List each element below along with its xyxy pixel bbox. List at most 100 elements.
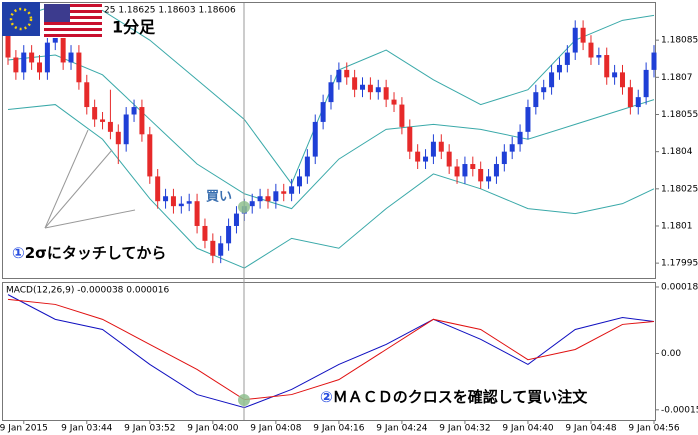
x-tick-label: 9 Jan 03:44 <box>61 424 113 434</box>
macd-line <box>7 298 655 401</box>
candle-body <box>131 107 137 115</box>
candle-body <box>375 87 381 93</box>
y-tick-label: 1.18025 <box>661 184 698 194</box>
candle-body <box>100 119 106 122</box>
candle-body <box>580 27 586 43</box>
y-tick-label: -0.000155 <box>661 405 698 415</box>
candle-body <box>651 52 657 70</box>
x-tick-label: 9 Jan 04:16 <box>313 424 365 434</box>
y-tick-label: 1.18055 <box>661 110 698 120</box>
candle-body <box>312 121 318 157</box>
candle-body <box>509 144 515 152</box>
candle-body <box>29 52 35 63</box>
candle-body <box>296 176 302 187</box>
candle-body <box>265 196 271 202</box>
candle-body <box>564 52 570 65</box>
y-tick-label: 1.1801 <box>661 221 693 231</box>
candle-body <box>635 97 641 108</box>
candle-body <box>643 69 649 98</box>
candle-body <box>619 72 625 88</box>
candle-body <box>92 107 98 120</box>
candle-body <box>163 196 169 202</box>
candle-body <box>139 107 145 135</box>
step2-marker: ② <box>320 388 333 406</box>
candle-body <box>612 72 618 78</box>
x-tick-label: 9 Jan 04:40 <box>502 424 554 434</box>
x-tick-label: 9 Jan 04:24 <box>376 424 428 434</box>
candle-body <box>44 42 50 73</box>
candle-body <box>170 196 176 207</box>
step2: ②ＭＡＣＤのクロスを確認して買い注文 <box>320 388 588 406</box>
candle-body <box>415 151 421 162</box>
price-panel <box>2 2 656 279</box>
candle-body <box>186 201 192 204</box>
x-tick-label: 9 Jan 04:00 <box>187 424 239 434</box>
y-tick-label: 1.1804 <box>661 147 693 157</box>
y-tick-label: 0.000183 <box>661 282 698 292</box>
candle-body <box>273 191 279 202</box>
step1-text: 2σにタッチしてから <box>25 244 167 262</box>
candle-body <box>257 196 263 202</box>
step1: ①2σにタッチしてから <box>12 244 166 262</box>
candle-body <box>604 55 610 78</box>
candle-body <box>517 131 523 145</box>
plot: 1.18085 1.1807 1.18055 1.1804 1.18025 1.1801 1… <box>0 4 698 434</box>
candle-body <box>5 27 11 58</box>
macd-line <box>7 294 655 409</box>
y-tick-label: 0.00 <box>661 349 681 359</box>
candle-body <box>423 156 429 162</box>
x-tick-label: 9 Jan 04:48 <box>565 424 617 434</box>
candle-body <box>226 225 232 244</box>
candle-body <box>328 82 334 103</box>
x-tick-label: 9 Jan 03:52 <box>124 424 175 434</box>
candle-body <box>304 156 310 177</box>
candle-body <box>218 243 224 256</box>
candle-body <box>289 186 295 194</box>
candle-body <box>430 141 436 157</box>
candle-body <box>438 141 444 152</box>
candle-body <box>202 225 208 241</box>
candle-body <box>588 42 594 58</box>
candle-body <box>399 104 405 127</box>
candle-body <box>627 87 633 108</box>
candle-body <box>84 82 90 108</box>
candle-body <box>336 69 342 83</box>
candle-body <box>549 72 555 88</box>
candle-body <box>60 32 66 63</box>
candle-body <box>281 191 287 194</box>
step1-marker: ① <box>12 244 25 262</box>
candle-body <box>360 84 366 90</box>
y-tick-label: 1.1807 <box>661 73 693 83</box>
candle-body <box>533 92 539 108</box>
candle-body <box>367 84 373 93</box>
candle-body <box>383 87 389 100</box>
signal-label: 買い <box>206 190 232 205</box>
y-tick-label: 1.18085 <box>661 36 698 46</box>
us-flag <box>44 4 102 38</box>
candle-body <box>233 213 239 226</box>
pointer-lines <box>44 129 136 229</box>
macd-label: MACD(12,26,9) -0.000038 0.000016 <box>6 286 169 296</box>
cross-dot <box>238 394 250 406</box>
candle-body <box>107 121 113 132</box>
candle-body <box>21 52 27 73</box>
candle-body <box>407 126 413 152</box>
candle-body <box>76 52 82 83</box>
candle-body <box>147 134 153 177</box>
candle-body <box>572 27 578 53</box>
candle-body <box>344 69 350 78</box>
candle-body <box>68 52 74 63</box>
candle-body <box>596 55 602 58</box>
timeframe: 1分足 <box>112 18 156 37</box>
x-tick-label: 9 Jan 2015 <box>0 424 48 434</box>
candle-body <box>194 201 200 226</box>
candle-body <box>454 166 460 177</box>
candle-body <box>37 62 43 73</box>
buy-dot <box>238 201 250 213</box>
candle-body <box>352 77 358 90</box>
header: 25 1.18625 1.18603 1.18606 <box>104 6 236 16</box>
candle-body <box>249 201 255 207</box>
step2-text: ＭＡＣＤのクロスを確認して買い注文 <box>333 388 589 406</box>
candle-body <box>391 99 397 105</box>
